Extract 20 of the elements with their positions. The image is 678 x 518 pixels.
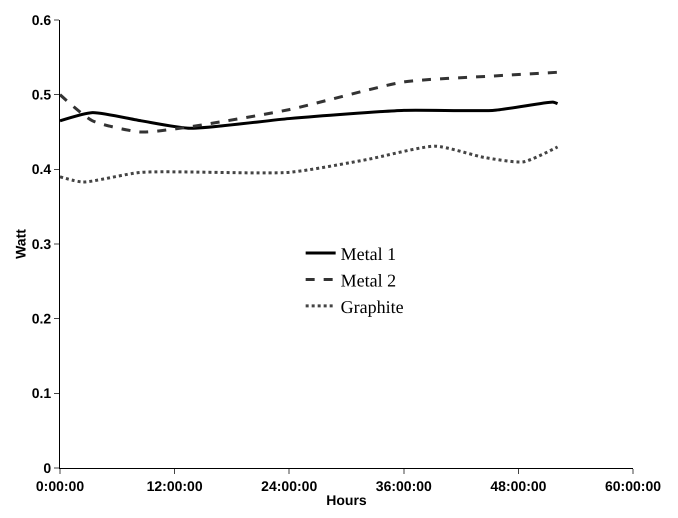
y-tick-label: 0.5 xyxy=(32,86,52,103)
x-axis-title: Hours xyxy=(326,492,367,508)
x-tick-label: 0:00:00 xyxy=(36,478,84,494)
legend-label: Metal 1 xyxy=(340,244,396,264)
x-tick-label: 48:00:00 xyxy=(490,478,547,494)
line-series xyxy=(60,144,560,184)
y-tick-label: 0.1 xyxy=(32,385,52,402)
line-series xyxy=(60,70,560,134)
y-tick-label: 0.6 xyxy=(32,12,52,28)
x-tick-label: 12:00:00 xyxy=(146,478,203,494)
y-tick-label: 0.3 xyxy=(32,236,52,252)
x-tick-label: 60:00:00 xyxy=(604,478,662,494)
y-axis-title: Watt xyxy=(12,228,28,259)
legend-label: Metal 2 xyxy=(340,270,396,290)
y-tick-label: 0 xyxy=(43,460,52,476)
x-tick-label: 24:00:00 xyxy=(261,478,318,494)
x-tick-label: 36:00:00 xyxy=(376,478,432,494)
y-tick-label: 0.2 xyxy=(32,310,52,327)
y-tick-label: 0.4 xyxy=(32,161,52,178)
legend-label: Graphite xyxy=(340,296,404,317)
